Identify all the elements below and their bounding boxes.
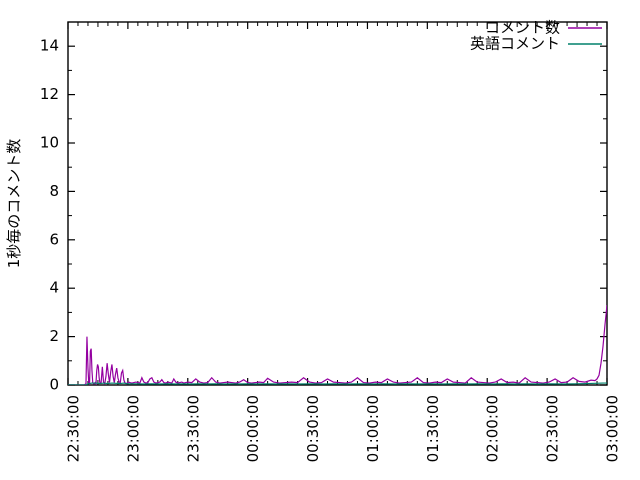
series-line-english-comment — [68, 382, 607, 385]
y-tick-label: 14 — [40, 37, 59, 55]
x-tick-label: 23:30:00 — [184, 395, 202, 462]
legend-entry-english-comment-label: 英語コメント — [470, 35, 560, 53]
x-axis-ticks: 22:30:00 23:00:00 23:30:00 00:00:00 00:30:00… — [65, 22, 622, 462]
series-layer — [68, 305, 607, 385]
x-tick-label: 01:30:00 — [424, 395, 442, 462]
x-tick-label: 01:00:00 — [364, 395, 382, 462]
y-tick-label: 10 — [40, 134, 59, 152]
x-tick-label: 00:00:00 — [244, 395, 262, 462]
y-tick-label: 8 — [49, 182, 59, 200]
y-tick-label: 0 — [49, 376, 59, 394]
legend-entry-comment-count-label: コメント数 — [485, 19, 560, 37]
y-tick-label: 6 — [49, 230, 59, 248]
y-axis-title: 1秒毎のコメント数 — [5, 139, 23, 269]
x-tick-label: 02:30:00 — [544, 395, 562, 462]
x-tick-label: 02:00:00 — [484, 395, 502, 462]
x-tick-label: 03:00:00 — [604, 395, 622, 462]
x-tick-label: 22:30:00 — [65, 395, 83, 462]
y-tick-label: 12 — [40, 85, 59, 103]
y-axis-title-text: 1秒毎のコメント数 — [5, 139, 23, 269]
series-line-comment-count — [68, 305, 607, 385]
y-axis-ticks: 0 2 4 6 8 10 12 14 — [40, 37, 607, 394]
y-tick-label: 2 — [49, 327, 59, 345]
x-tick-label: 23:00:00 — [124, 395, 142, 462]
x-tick-label: 00:30:00 — [304, 395, 322, 462]
y-tick-label: 4 — [49, 279, 59, 297]
